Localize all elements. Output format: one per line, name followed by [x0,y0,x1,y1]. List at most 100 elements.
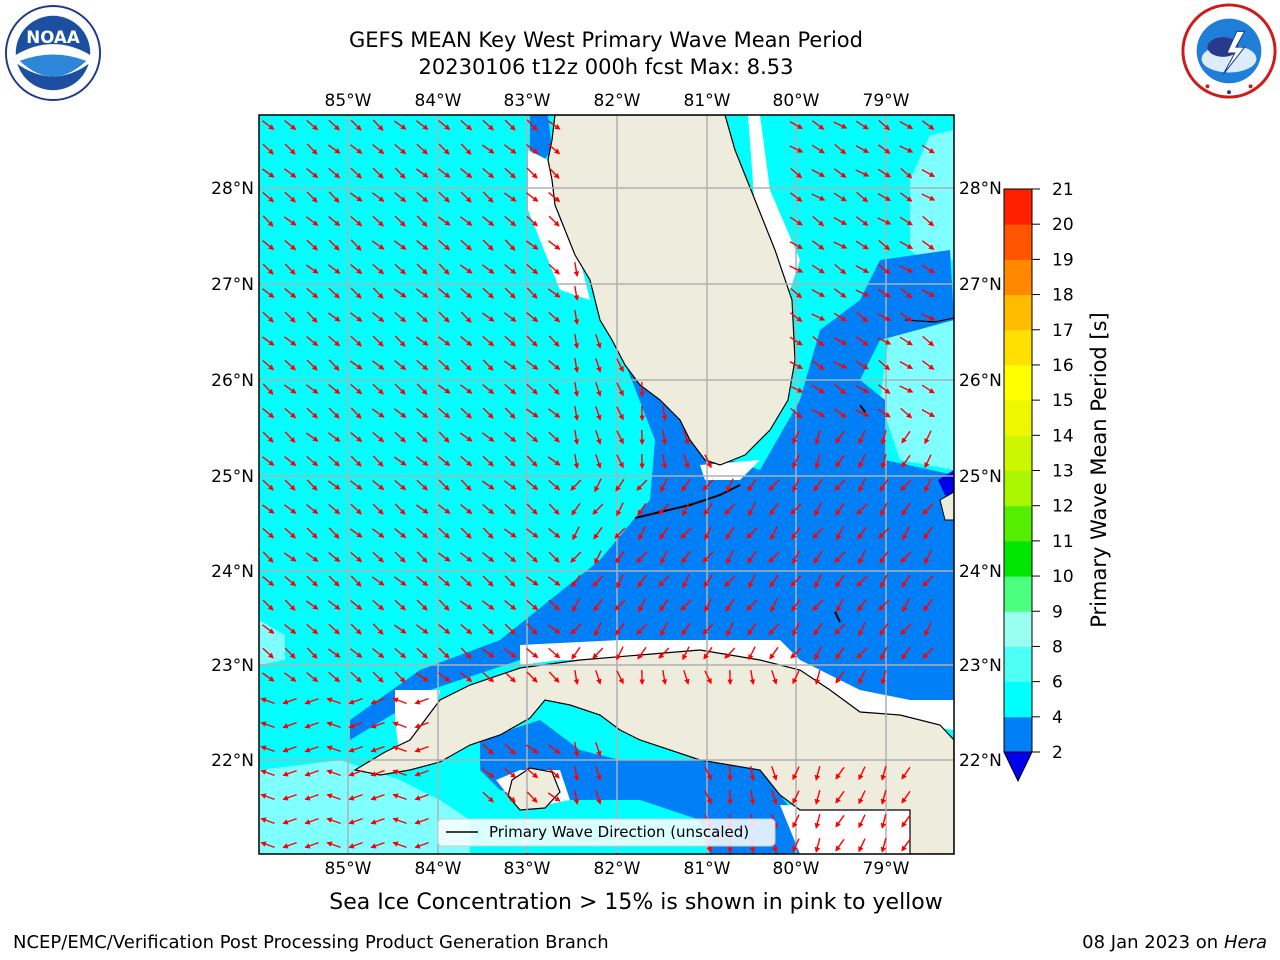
wave-direction-arrow [573,405,580,422]
wave-direction-arrow [437,672,451,682]
wave-direction-arrow [372,623,384,635]
wave-direction-arrow [921,360,935,370]
wave-direction-arrow [282,841,297,849]
wave-direction-arrow [306,647,318,659]
wave-direction-arrow [614,599,626,611]
wave-direction-arrow [437,216,451,226]
wave-direction-arrow [570,551,582,563]
wave-direction-arrow [349,360,363,370]
wave-direction-arrow [481,312,495,322]
wave-direction-arrow [416,599,428,611]
wave-direction-arrow [835,430,845,444]
wave-direction-arrow [661,405,668,422]
wave-direction-arrow [811,360,825,370]
wave-direction-arrow [306,672,319,683]
wave-direction-arrow [812,527,824,539]
wave-direction-arrow [924,430,932,445]
colorbar-segment [1004,611,1032,647]
wave-direction-arrow [481,480,495,490]
wave-direction-arrow [394,335,406,347]
wave-direction-arrow [392,817,407,825]
wave-direction-arrow [460,672,473,683]
wave-direction-arrow [284,647,296,659]
wave-direction-arrow [438,624,451,635]
colorbar-segment [1004,259,1032,296]
colorbar-tick-label: 10 [1052,567,1074,587]
wave-direction-arrow [811,384,825,394]
wave-direction-arrow [262,311,274,323]
wave-direction-arrow [371,408,385,418]
wave-direction-arrow [814,670,821,685]
wave-direction-arrow [572,526,580,541]
wave-direction-arrow [834,263,847,275]
wave-direction-arrow [548,167,560,179]
wave-direction-arrow [481,648,495,658]
wave-direction-arrow [392,769,407,777]
wave-direction-arrow [282,817,297,825]
wave-direction-arrow [371,240,385,250]
wave-direction-arrow [901,454,911,468]
wave-direction-arrow [415,504,429,514]
wave-direction-arrow [921,264,935,274]
wave-direction-arrow [304,793,319,801]
wave-direction-arrow [460,359,472,371]
wave-direction-arrow [504,600,517,611]
colorbar-segment [1004,716,1032,753]
wave-direction-arrow [921,313,936,321]
wave-direction-arrow [615,622,625,636]
wave-direction-arrow [350,575,362,587]
left-latitude-labels: 28°N 27°N 26°N 25°N 24°N 23°N 22°N [211,179,254,771]
wave-direction-arrow [858,430,866,445]
wave-direction-arrow [768,623,780,635]
wave-direction-arrow [835,838,845,852]
wave-direction-arrow [394,503,406,515]
wave-direction-arrow [595,670,602,685]
wave-direction-arrow [748,502,756,517]
lat-label: 27°N [959,275,1002,295]
wave-direction-arrow [372,455,384,467]
wave-direction-arrow [813,550,823,564]
wave-direction-arrow [899,120,914,130]
wave-direction-arrow [481,144,495,154]
wave-direction-arrow [283,552,297,562]
wave-direction-arrow [416,527,429,539]
wave-direction-arrow [328,216,341,227]
wave-direction-arrow [372,119,384,131]
wave-direction-arrow [921,120,935,130]
wave-direction-arrow [900,407,913,419]
wave-direction-arrow [482,384,495,395]
wave-direction-arrow [459,552,473,562]
wave-direction-arrow [284,624,297,635]
wave-direction-arrow [504,503,516,515]
wave-direction-arrow [282,769,297,777]
map-area [259,115,954,854]
wave-direction-arrow [833,168,847,178]
wave-direction-arrow [304,841,319,849]
wave-direction-arrow [350,432,363,443]
wave-direction-arrow [571,646,581,660]
wave-direction-arrow [548,767,560,779]
wave-direction-arrow [833,288,847,298]
wave-direction-arrow [593,598,603,612]
wave-direction-arrow [595,406,602,421]
wave-direction-arrow [811,193,826,201]
wave-direction-arrow [922,647,934,659]
wave-direction-arrow [328,167,341,179]
wave-direction-arrow [526,167,538,179]
lat-label: 23°N [211,656,254,676]
wave-direction-arrow [792,454,800,469]
wave-direction-arrow [284,431,296,443]
colorbar-segment [1004,189,1032,225]
lat-label: 24°N [959,562,1002,582]
wave-direction-arrow [414,721,429,729]
wave-direction-arrow [592,575,604,587]
wave-direction-arrow [482,552,495,563]
wave-direction-arrow [834,623,846,635]
wave-direction-arrow [879,478,889,492]
wave-direction-arrow [877,312,892,322]
wave-direction-arrow [703,502,713,516]
wave-direction-arrow [348,817,363,825]
wave-direction-arrow [460,407,472,419]
lon-label: 81°W [684,859,731,879]
wave-direction-arrow [812,215,825,227]
